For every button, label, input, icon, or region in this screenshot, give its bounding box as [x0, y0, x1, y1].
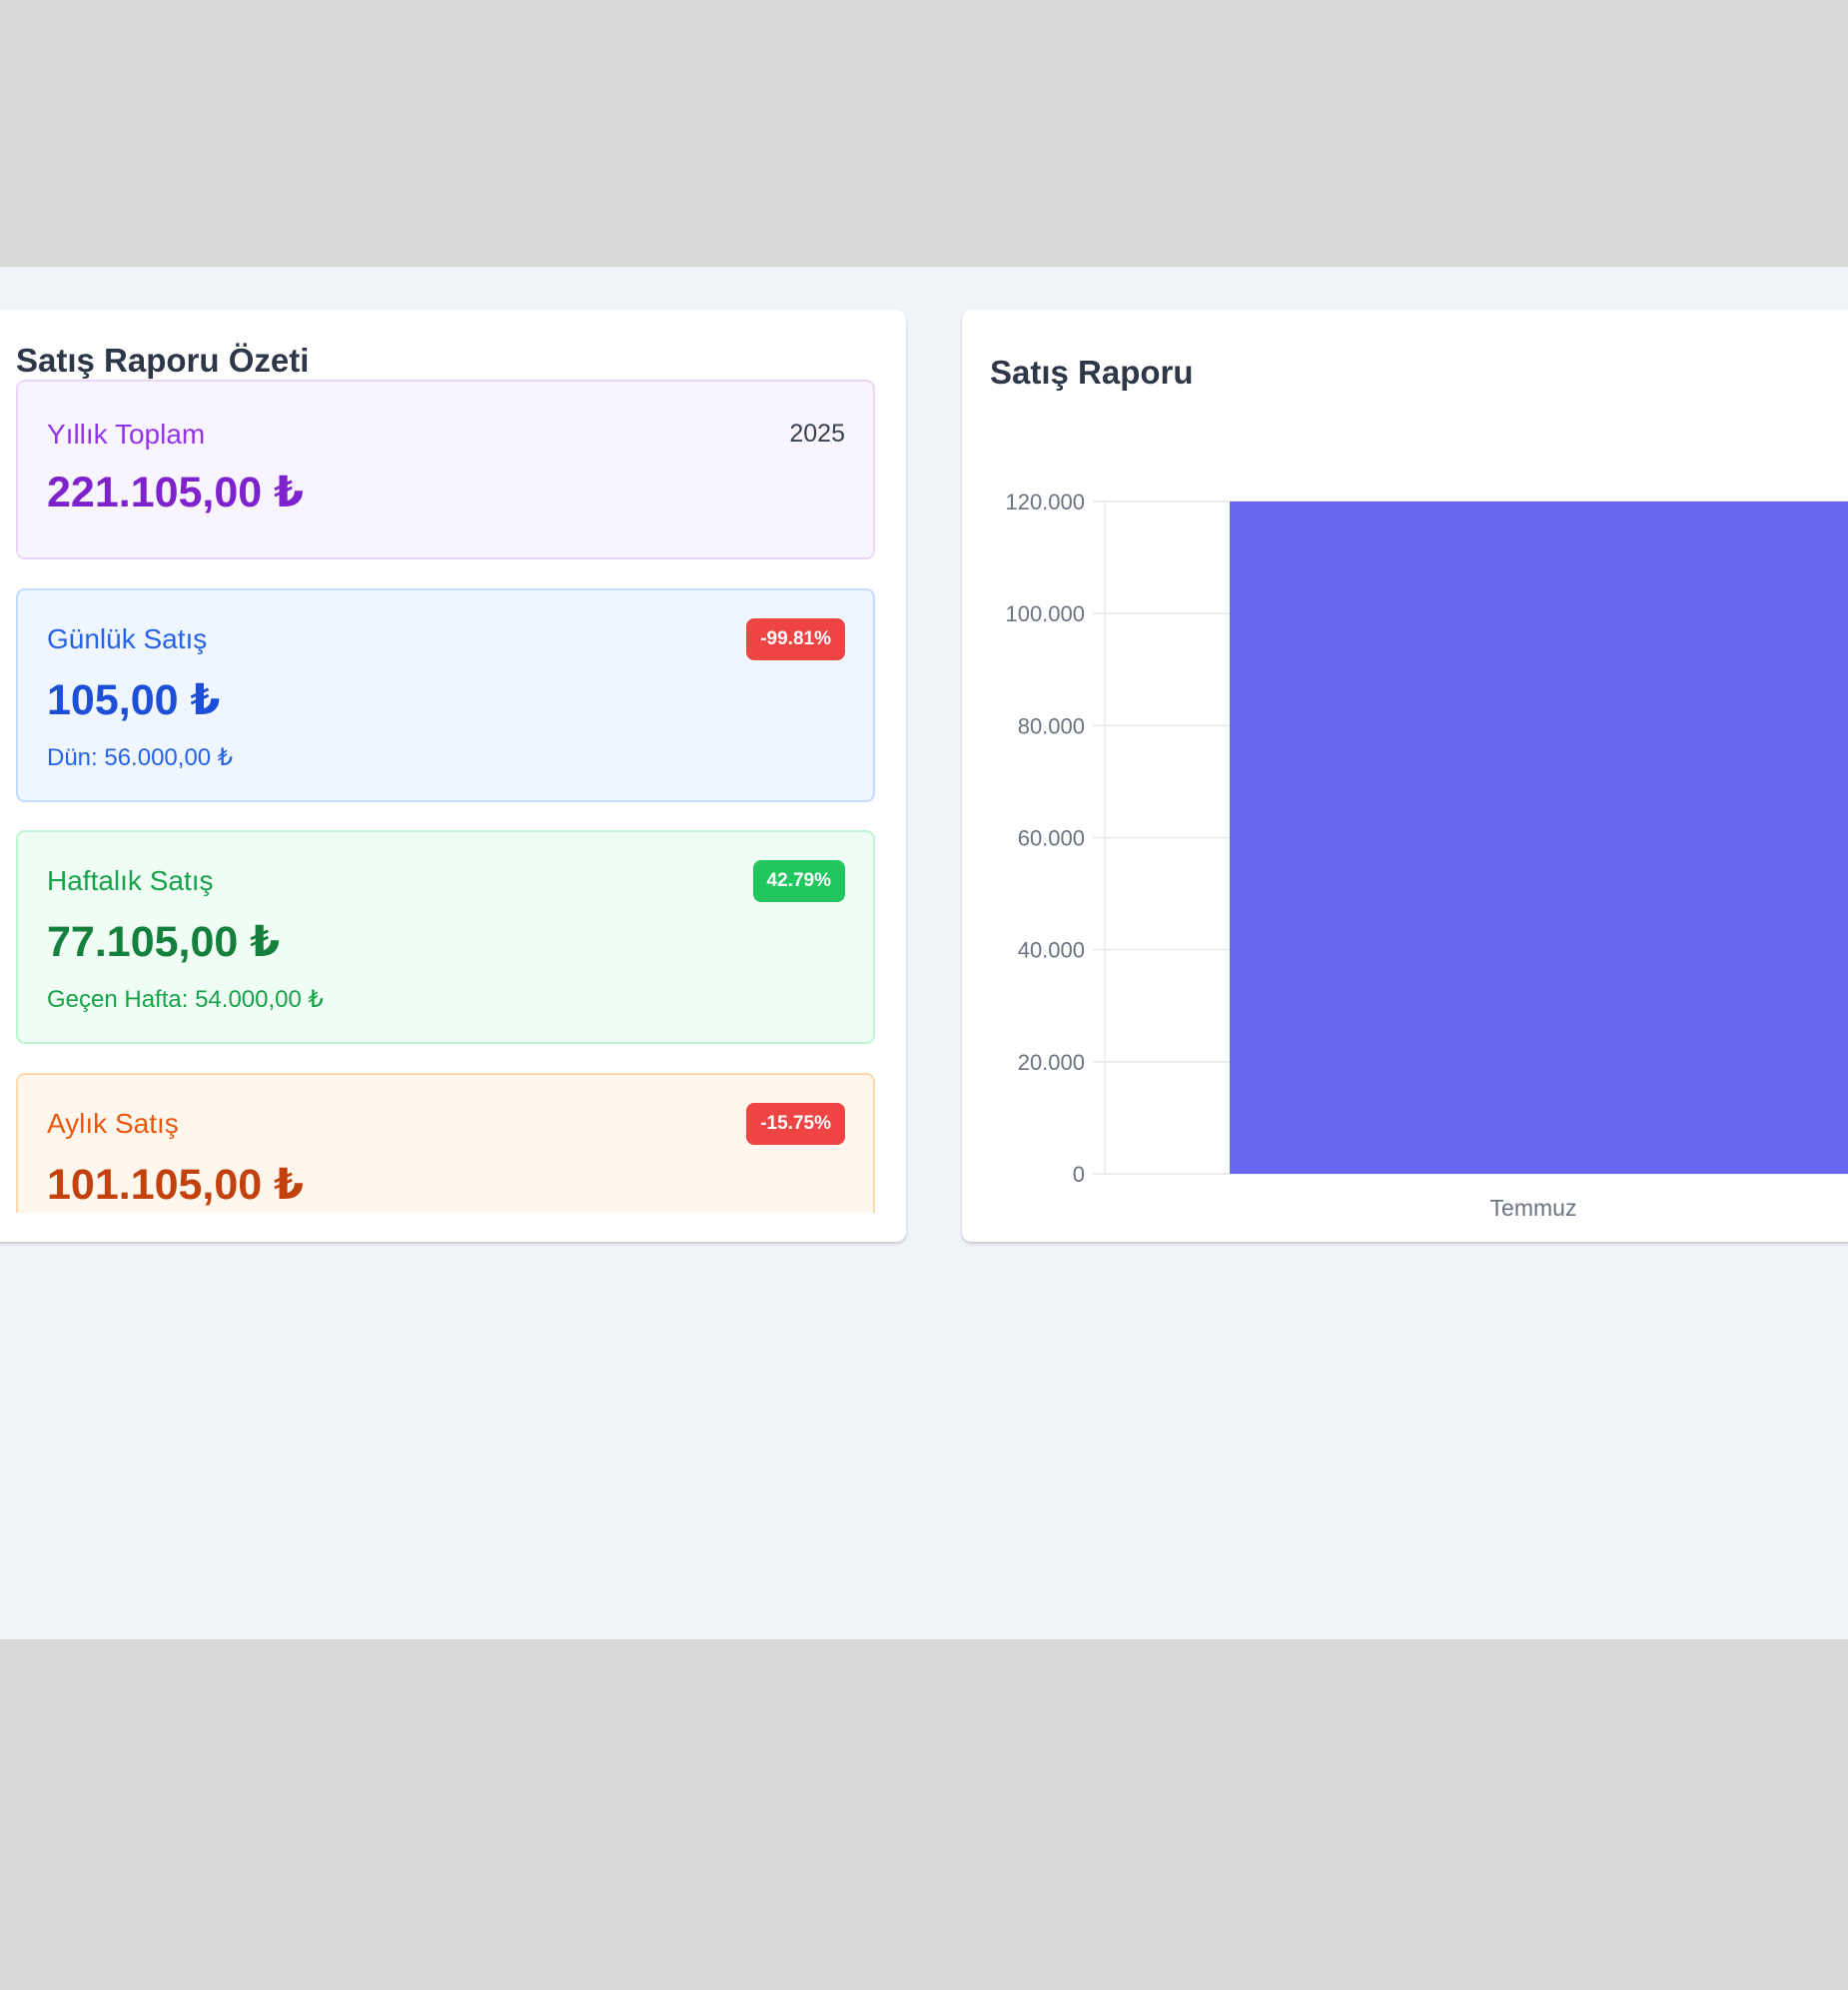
yearly-total-label: Yıllık Toplam: [47, 419, 206, 450]
weekly-sales-label: Haftalık Satış: [47, 865, 214, 896]
daily-change-badge: -99.81%: [746, 618, 845, 660]
daily-sales-value: 105,00 ₺: [47, 676, 221, 724]
weekly-change-badge: 42.79%: [752, 860, 845, 902]
y-tick-label: 120.000: [1005, 490, 1085, 514]
sales-summary-panel: Satış Raporu Özeti Yıllık Toplam 2025 22…: [0, 310, 906, 1242]
y-tick-label: 20.000: [1018, 1050, 1085, 1075]
daily-previous-value: Dün: 56.000,00 ₺: [47, 744, 234, 771]
sales-bar-chart: 0 20.000 40.000 60.000 80.000 100.000 120.000 T…: [1005, 490, 1848, 1221]
y-tick-label: 100.000: [1005, 601, 1085, 626]
bar-temmuz: [1230, 501, 1848, 1174]
monthly-sales-value: 101.105,00 ₺: [47, 1161, 305, 1209]
dashboard-content: Satış Raporu Özeti Yıllık Toplam 2025 22…: [0, 267, 1848, 1639]
daily-sales-label: Günlük Satış: [47, 623, 208, 654]
x-tick-label: Temmuz: [1490, 1195, 1577, 1221]
chart-title: Satış Raporu: [990, 354, 1194, 391]
monthly-sales-card: Aylık Satış -15.75% 101.105,00 ₺: [16, 1073, 875, 1213]
y-tick-label: 60.000: [1018, 826, 1085, 851]
weekly-sales-value: 77.105,00 ₺: [47, 918, 281, 966]
y-tick-label: 80.000: [1018, 713, 1085, 738]
monthly-sales-label: Aylık Satış: [47, 1108, 179, 1139]
y-tick-label: 40.000: [1018, 938, 1085, 963]
daily-sales-card: Günlük Satış -99.81% 105,00 ₺ Dün: 56.00…: [16, 588, 875, 802]
monthly-change-badge: -15.75%: [746, 1103, 845, 1145]
sales-chart-panel: Satış Raporu 0 20.000 40.000 60.000 80.000 10…: [962, 310, 1848, 1242]
yearly-total-card: Yıllık Toplam 2025 221.105,00 ₺: [16, 380, 875, 559]
weekly-previous-value: Geçen Hafta: 54.000,00 ₺: [47, 986, 324, 1013]
yearly-total-year: 2025: [789, 420, 845, 448]
yearly-total-value: 221.105,00 ₺: [47, 469, 305, 516]
weekly-sales-card: Haftalık Satış 42.79% 77.105,00 ₺ Geçen …: [16, 830, 875, 1044]
summary-scroll-area[interactable]: Satış Raporu Özeti Yıllık Toplam 2025 22…: [0, 310, 906, 1213]
y-tick-label: 0: [1073, 1162, 1085, 1187]
summary-title: Satış Raporu Özeti: [16, 342, 310, 379]
